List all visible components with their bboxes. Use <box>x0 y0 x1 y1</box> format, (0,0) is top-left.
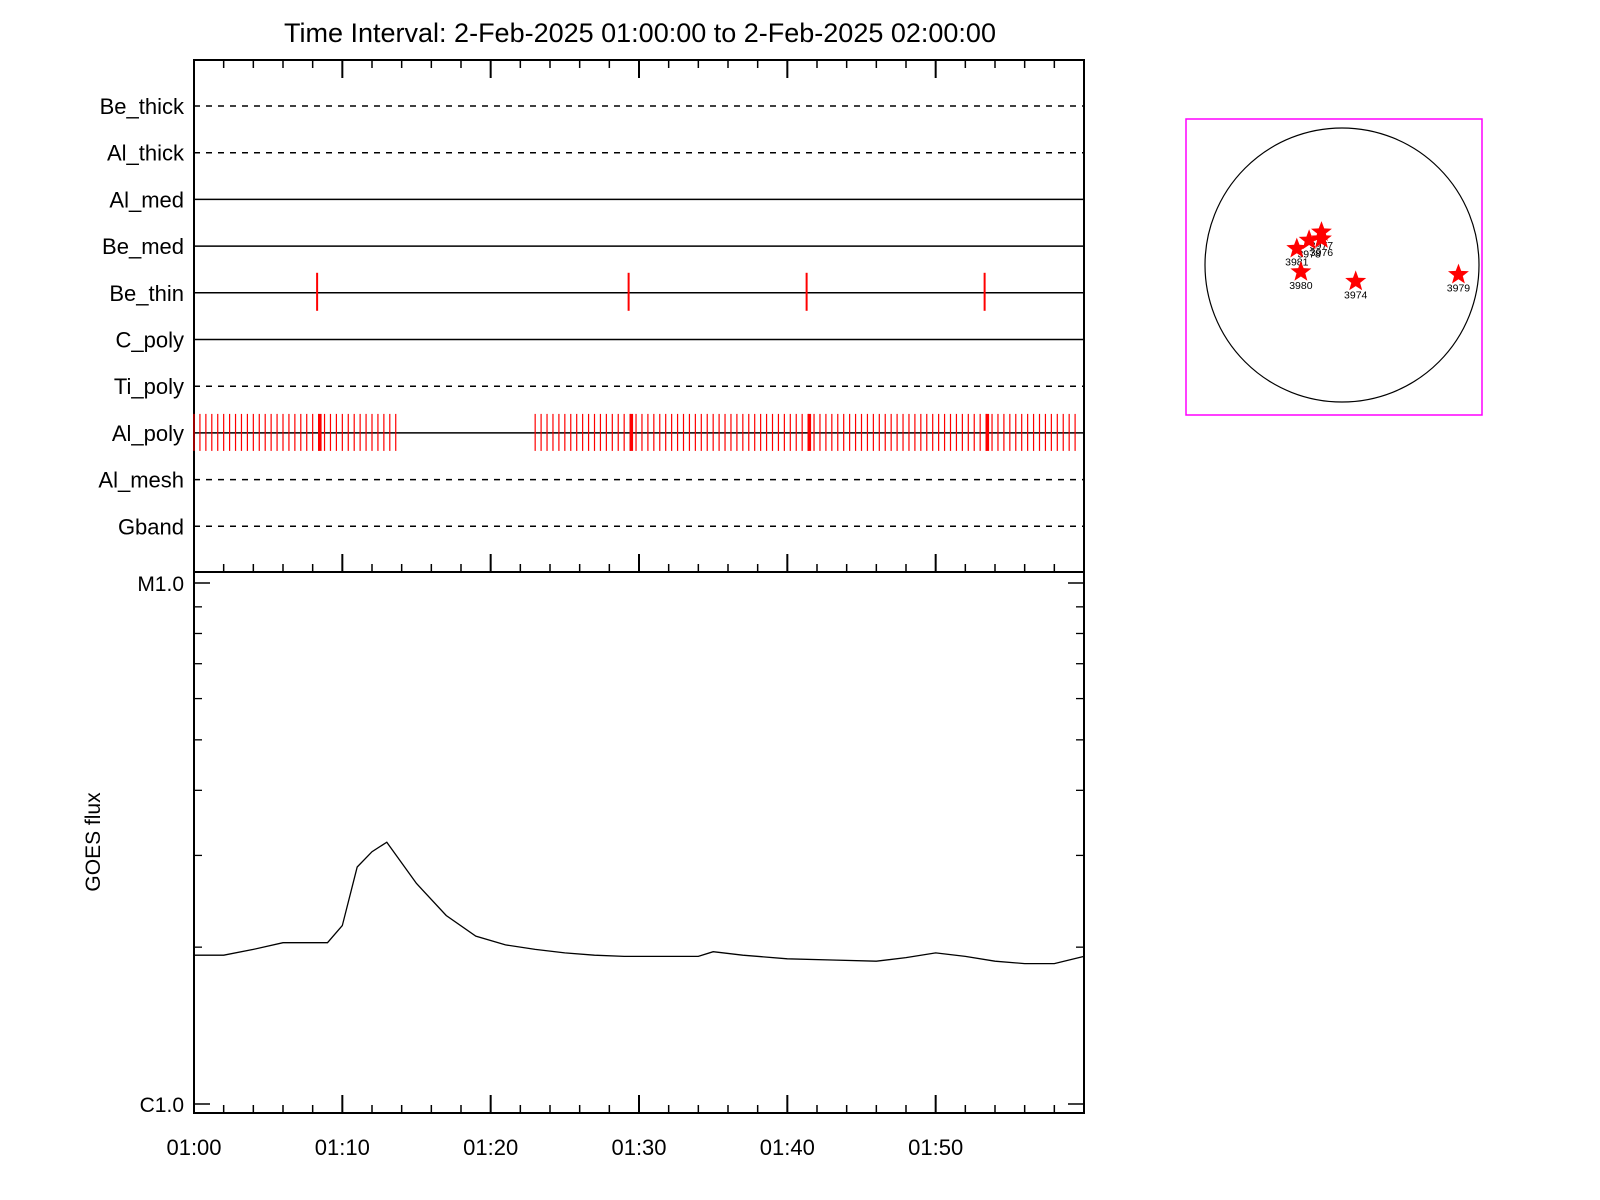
y-axis-label: GOES flux <box>82 792 105 892</box>
filter-label: C_poly <box>116 328 184 353</box>
filter-label: Be_thin <box>109 281 184 306</box>
filter-label: Al_thick <box>107 141 185 166</box>
x-tick-labels: 01:00 01:10 01:20 01:30 01:40 01:50 <box>166 1135 963 1160</box>
filter-label: Be_med <box>102 234 184 259</box>
x-tick-label: 01:10 <box>315 1135 370 1160</box>
region-star-icon <box>1290 260 1312 281</box>
x-tick-label: 01:50 <box>908 1135 963 1160</box>
region-label: 3980 <box>1289 280 1313 292</box>
region-label: 3976 <box>1310 247 1334 259</box>
goes-time-ticks <box>222 1095 1056 1113</box>
filter-rows: Be_thick Al_thick Al_med Be_med Be_thin C_pol… <box>98 94 1084 539</box>
filter-label: Al_med <box>109 187 184 212</box>
y-tick-label-top: M1.0 <box>137 573 184 596</box>
solar-disk <box>1204 127 1480 403</box>
region-label: 3977 <box>1310 240 1334 252</box>
x-tick-label: 01:40 <box>760 1135 815 1160</box>
goes-flux-panel: M1.0 C1.0 GOES flux 01:00 01:10 01:20 01:30… <box>82 571 1085 1160</box>
x-tick-label: 01:30 <box>611 1135 666 1160</box>
filter-label: Al_poly <box>112 421 184 446</box>
filter-label: Be_thick <box>100 94 185 119</box>
region-star-icon <box>1448 263 1469 284</box>
filter-label: Ti_poly <box>114 374 184 399</box>
region-label: 3979 <box>1447 283 1471 295</box>
x-tick-label: 01:20 <box>463 1135 518 1160</box>
filter-panel-frame <box>193 59 1085 573</box>
y-tick-label-bottom: C1.0 <box>140 1094 184 1117</box>
region-star-icon <box>1345 270 1367 291</box>
goes-y-ticks <box>194 582 1084 1105</box>
region-label: 3974 <box>1344 289 1368 301</box>
region-label: 3981 <box>1285 257 1309 269</box>
region-star-icon <box>1311 228 1332 248</box>
upper-time-ticks <box>222 60 1056 572</box>
region-star-icon <box>1286 237 1308 258</box>
goes-panel-frame <box>193 571 1085 1114</box>
chart-title: Time Interval: 2-Feb-2025 01:00:00 to 2-… <box>284 18 996 48</box>
solar-map-border <box>1185 118 1483 416</box>
filter-label: Al_mesh <box>98 468 184 493</box>
region-label: 3978 <box>1297 248 1321 260</box>
filter-timeline-panel: Be_thick Al_thick Al_med Be_med Be_thin C_pol… <box>98 59 1085 573</box>
filter-label: Gband <box>118 514 184 539</box>
region-star-icon <box>1298 229 1320 250</box>
x-tick-label: 01:00 <box>166 1135 221 1160</box>
goes-flux-line <box>194 841 1085 965</box>
